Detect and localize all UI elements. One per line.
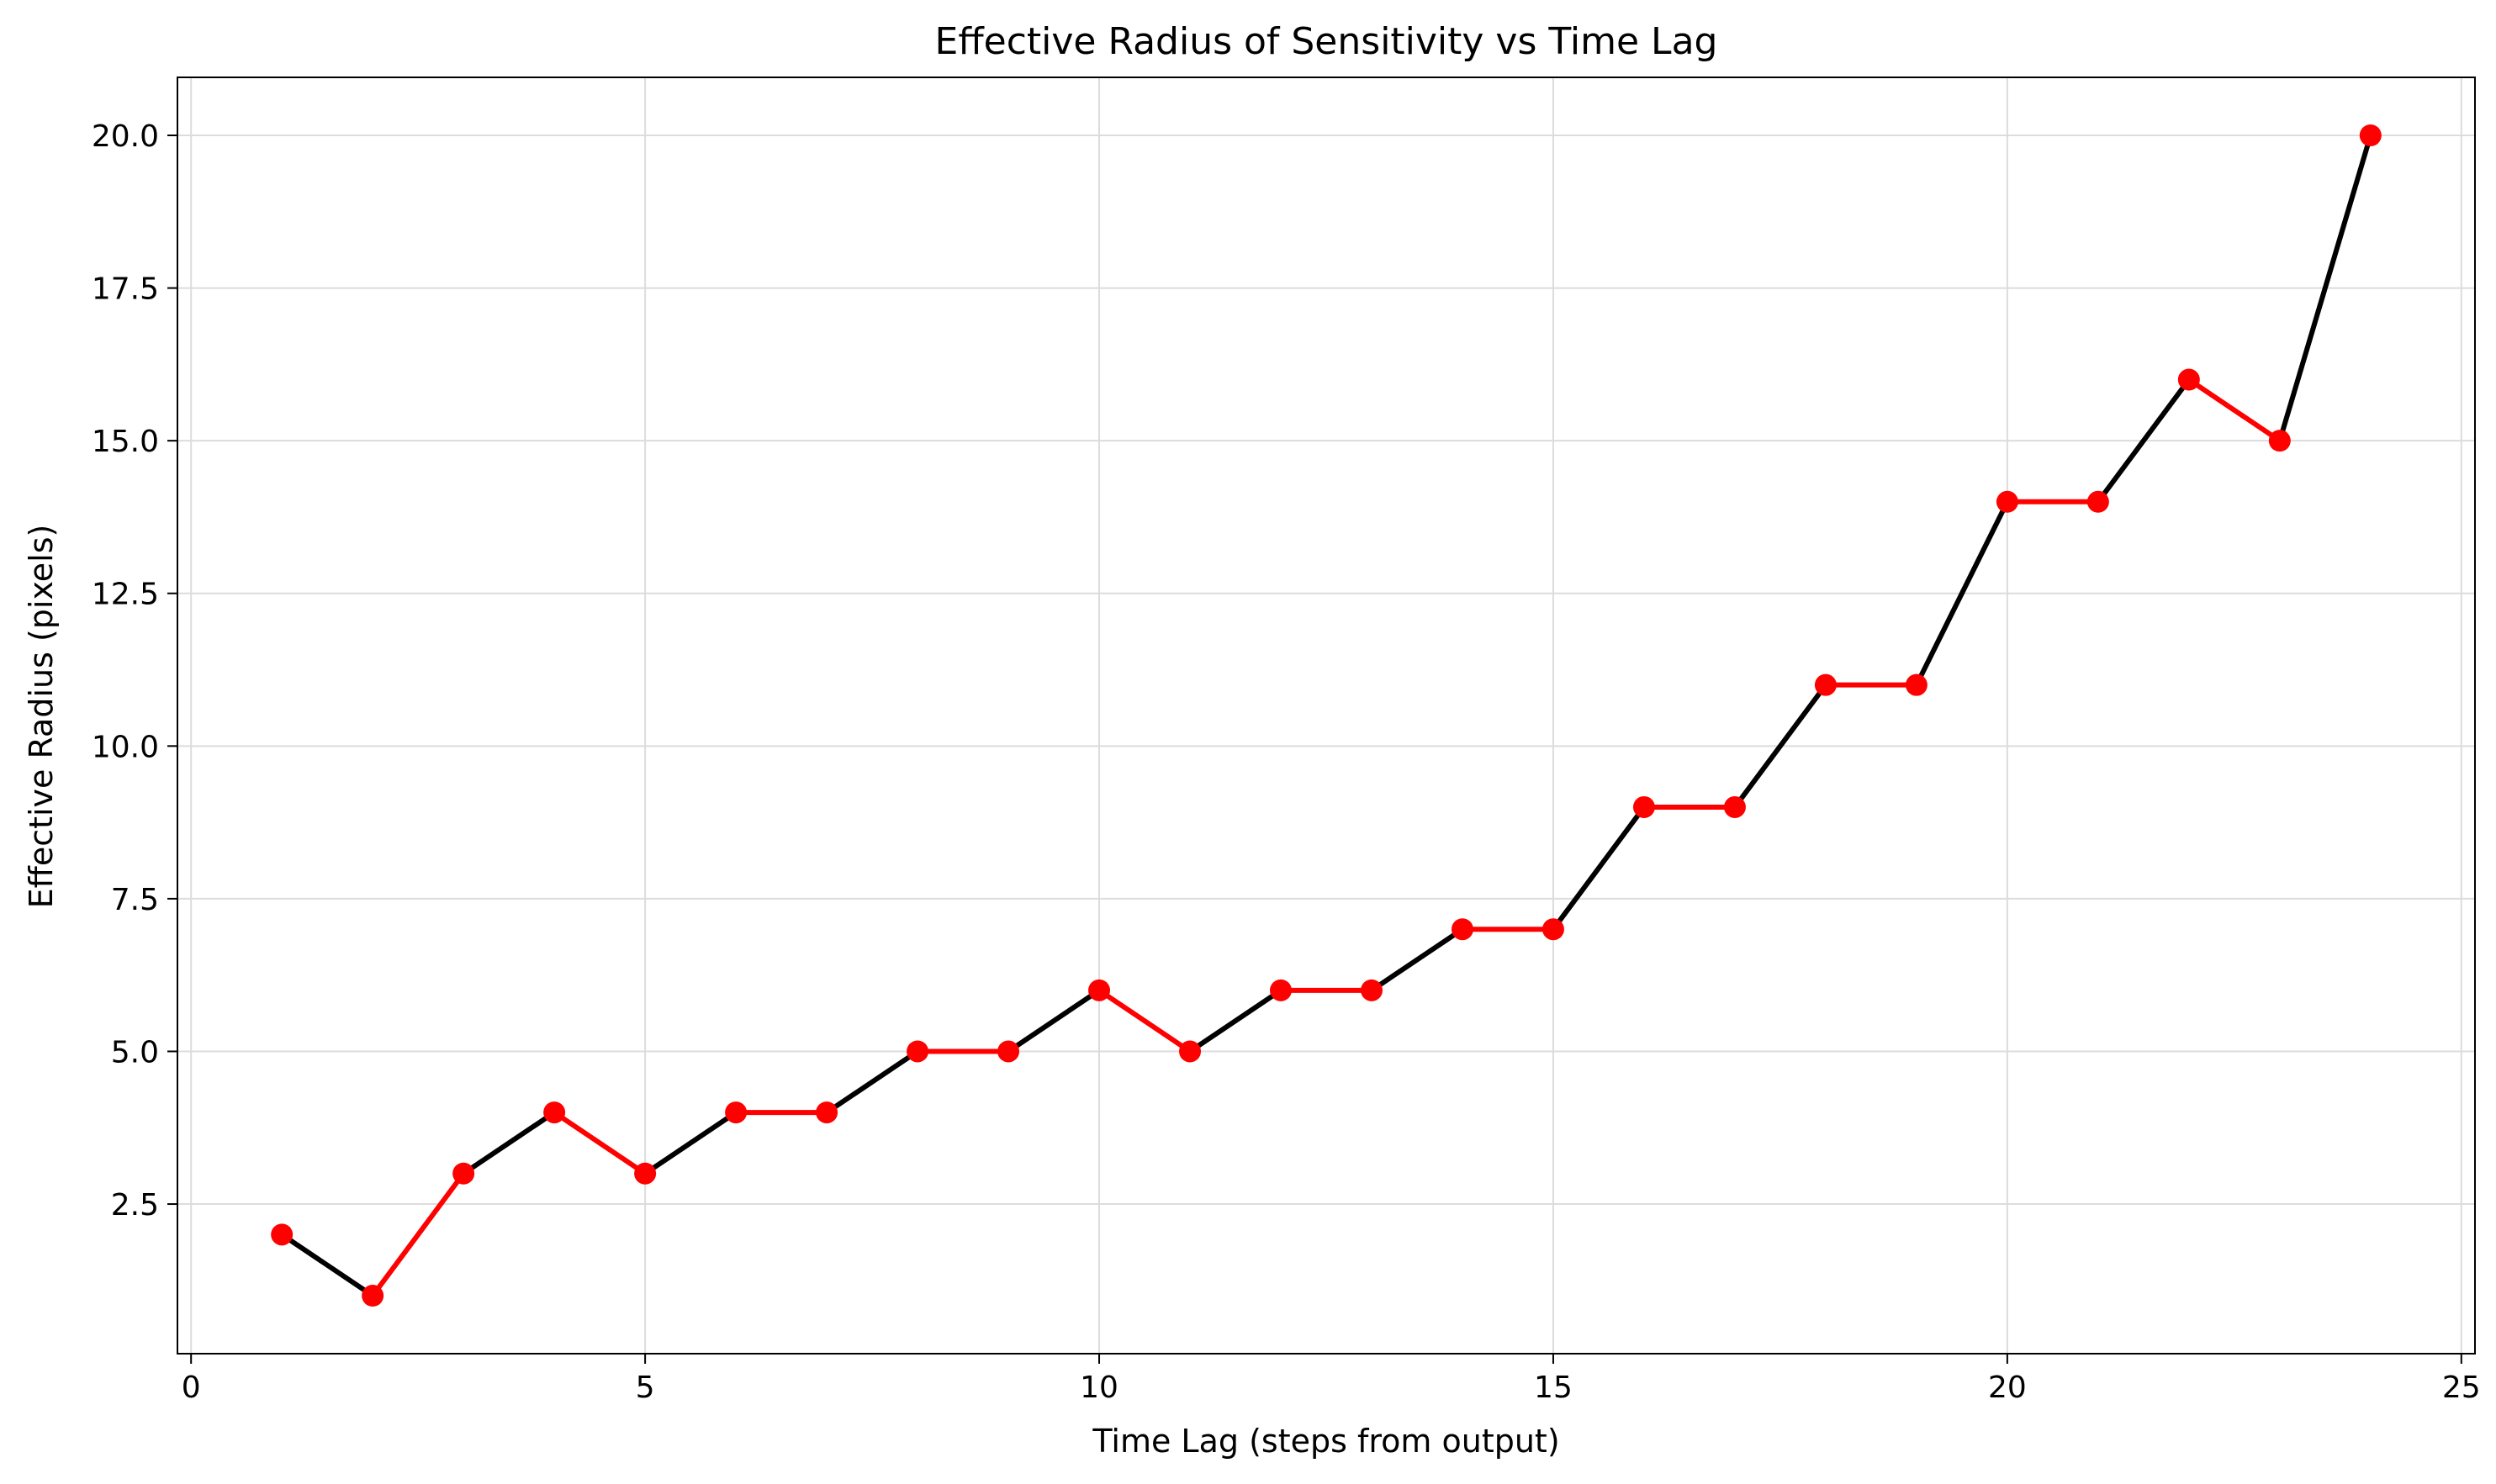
- series-segment: [1187, 987, 1284, 1054]
- series-segment: [2095, 377, 2192, 504]
- x-tick-label: 10: [1080, 1370, 1118, 1405]
- series-segment: [1913, 499, 2010, 688]
- x-tick-label: 5: [636, 1370, 655, 1405]
- y-tick-label: 5.0: [111, 1035, 159, 1069]
- data-point: [271, 1223, 293, 1246]
- y-axis-title: Effective Radius (pixels): [23, 525, 60, 909]
- series-segment: [1732, 682, 1828, 810]
- data-point: [1179, 1040, 1202, 1063]
- data-points: [271, 124, 2382, 1307]
- series-lines: [279, 133, 2373, 1298]
- series-segment: [461, 1110, 558, 1176]
- x-axis-title: Time Lag (steps from output): [1092, 1423, 1559, 1460]
- y-tick-label: 7.5: [111, 883, 159, 917]
- x-tick-label: 25: [2442, 1370, 2481, 1405]
- data-point: [1905, 673, 1928, 696]
- series-segment: [1006, 987, 1103, 1054]
- data-point: [1541, 918, 1564, 941]
- data-point: [2177, 368, 2200, 391]
- data-point: [1088, 979, 1111, 1001]
- series-segment: [643, 1110, 739, 1176]
- data-point: [634, 1162, 657, 1185]
- data-point: [725, 1101, 748, 1124]
- series-segment: [279, 1232, 376, 1298]
- data-point: [452, 1162, 475, 1185]
- y-tick-label: 15.0: [92, 425, 159, 459]
- data-point: [2086, 490, 2109, 513]
- y-tick-label: 12.5: [92, 578, 159, 612]
- y-tick-label: 17.5: [92, 272, 159, 307]
- y-tick-label: 20.0: [92, 119, 159, 154]
- chart-title: Effective Radius of Sensitivity vs Time …: [935, 20, 1718, 63]
- data-point: [1996, 490, 2018, 513]
- plot-frame: [177, 77, 2476, 1355]
- data-point: [362, 1285, 384, 1307]
- x-tick-label: 0: [182, 1370, 201, 1405]
- data-point: [1360, 979, 1383, 1001]
- data-point: [1814, 673, 1837, 696]
- data-point: [816, 1101, 838, 1124]
- data-point: [2268, 430, 2291, 452]
- y-tick-label: 2.5: [111, 1188, 159, 1223]
- data-point: [1451, 918, 1473, 941]
- data-point: [997, 1040, 1020, 1063]
- series-segment: [1550, 804, 1647, 932]
- data-point: [907, 1040, 929, 1063]
- series-segment: [370, 1170, 467, 1298]
- data-point: [2359, 124, 2382, 146]
- series-segment: [552, 1110, 648, 1176]
- series-segment: [2186, 377, 2282, 444]
- grid-lines: [177, 77, 2475, 1354]
- data-point: [1632, 795, 1655, 818]
- y-tick-label: 10.0: [92, 730, 159, 764]
- data-point: [1723, 795, 1746, 818]
- series-segment: [1097, 987, 1193, 1054]
- series-segment: [2277, 133, 2373, 444]
- x-axis-ticks: 0 5 10 15 20 25: [182, 1354, 2481, 1405]
- series-segment: [824, 1048, 921, 1116]
- data-point: [543, 1101, 566, 1124]
- x-tick-label: 15: [1534, 1370, 1573, 1405]
- data-point: [1270, 979, 1293, 1001]
- x-tick-label: 20: [1988, 1370, 2027, 1405]
- y-axis-ticks: 2.5 5.0 7.5 10.0 12.5 15.0 17.5 20.0: [92, 119, 177, 1223]
- series-segment: [1368, 927, 1465, 993]
